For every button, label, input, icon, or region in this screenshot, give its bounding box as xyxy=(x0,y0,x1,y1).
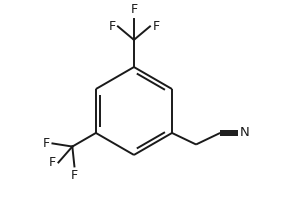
Text: F: F xyxy=(71,169,78,182)
Text: N: N xyxy=(240,127,249,140)
Text: F: F xyxy=(43,137,50,150)
Text: F: F xyxy=(130,3,137,16)
Text: F: F xyxy=(152,20,160,33)
Text: F: F xyxy=(49,156,56,169)
Text: F: F xyxy=(108,20,115,33)
